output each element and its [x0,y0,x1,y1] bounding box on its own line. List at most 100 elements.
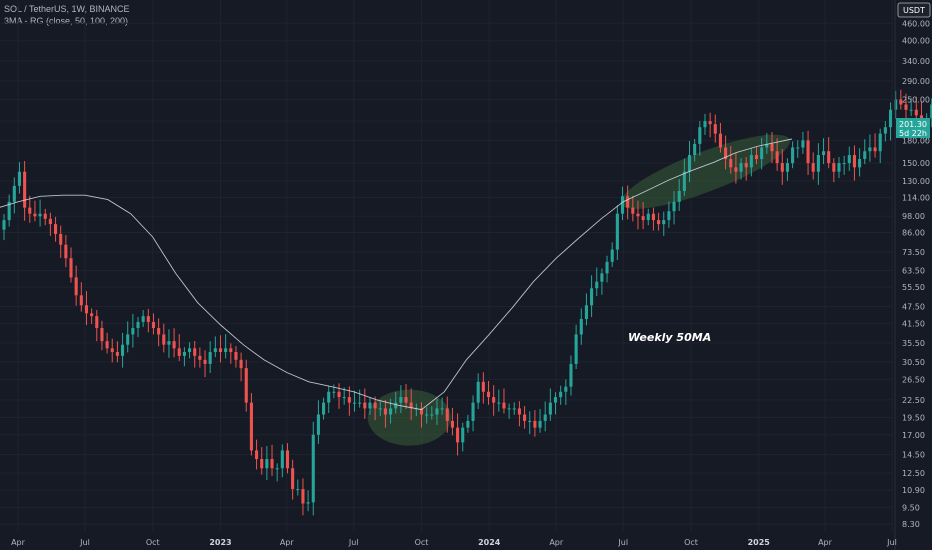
candle [430,406,434,420]
candle-body [646,213,650,221]
candle [584,293,588,326]
highlight-zones [367,134,790,446]
candle [512,402,516,415]
candle [12,177,16,214]
candle [177,334,181,361]
price-tick-label: 400.00 [902,37,930,46]
candle-body [821,151,826,156]
candle-body [528,420,532,422]
candle [476,373,480,410]
candle [574,324,578,370]
candle [791,141,795,169]
candle [218,335,223,363]
candle [687,140,692,183]
time-tick-label: Jul [886,538,897,547]
candle-body [285,450,290,469]
candle-body [502,402,506,409]
time-tick-label: Oct [415,538,429,547]
candle [631,195,635,222]
candle [760,137,764,170]
price-axis[interactable]: 460.00400.00340.00290.00250.00210.00180.… [902,19,930,529]
candle-body [193,348,197,356]
candle [121,332,125,368]
time-tick-label: Apr [549,538,564,547]
candle [425,407,429,424]
candle-body [811,163,815,172]
candle-body [682,171,686,191]
candle-body [95,316,99,329]
candle [378,401,382,417]
candle [151,313,156,335]
candle-body [904,104,908,110]
candle-body [2,220,6,230]
candle [672,191,676,225]
candle-body [347,397,351,403]
candle [296,479,300,496]
time-tick-label: 2024 [478,538,501,547]
candle [847,146,851,171]
currency-badge[interactable]: USDT [897,2,931,18]
candle-body [126,334,130,345]
indicator-legend[interactable]: 3MA - RG (close, 50, 100, 200) [4,16,129,26]
candle-body [445,408,449,421]
candle-body [275,468,279,470]
candle [858,148,862,177]
candle [28,195,32,223]
candle-body [584,305,588,320]
candle [203,350,207,378]
candle [239,352,243,382]
candle [126,321,130,353]
candle [84,291,89,326]
candle [538,409,542,433]
candle [894,90,898,119]
candle-body [553,397,558,403]
candle [827,137,831,169]
candle-body [883,127,887,134]
candle [182,347,186,367]
candle-body [213,348,217,353]
candle-body [54,224,58,234]
candle-body [780,163,784,172]
candle-body [760,147,764,160]
candle [486,381,491,405]
candle [852,145,856,181]
candle [749,147,753,177]
last-price-value: 201.30 [899,120,927,129]
candle [739,158,743,180]
candle [157,318,161,347]
candle-body [450,420,454,428]
candle [234,345,238,368]
candle [146,308,150,333]
time-tick-label: 2025 [748,538,771,547]
time-tick-label: Oct [684,538,698,547]
candle-body [389,408,393,415]
candle [445,396,449,433]
candle-body [868,147,872,152]
candle [600,268,604,295]
candle [744,157,748,181]
time-axis[interactable]: Apr Jul Oct 2023 Apr Jul Oct 2024 Apr Jul Oct 2025 A… [11,538,897,547]
candle [224,334,228,359]
candle-body [280,450,284,469]
candle [59,225,63,258]
price-tick-label: 130.00 [902,177,930,186]
candle [90,308,94,324]
candle [358,389,362,408]
candle-body [626,196,630,208]
candle [888,102,893,141]
candle [553,392,558,415]
candle [394,391,398,414]
candle [270,444,274,476]
candle-body [167,341,171,345]
candle-body [852,155,856,168]
candle-body [203,359,207,364]
candle-body [378,408,382,410]
candle-body [858,159,862,168]
candle [38,199,42,227]
candle [115,341,119,363]
candle-body [574,334,578,364]
candle-body [548,402,552,415]
candle [641,202,645,230]
candle [724,135,728,170]
